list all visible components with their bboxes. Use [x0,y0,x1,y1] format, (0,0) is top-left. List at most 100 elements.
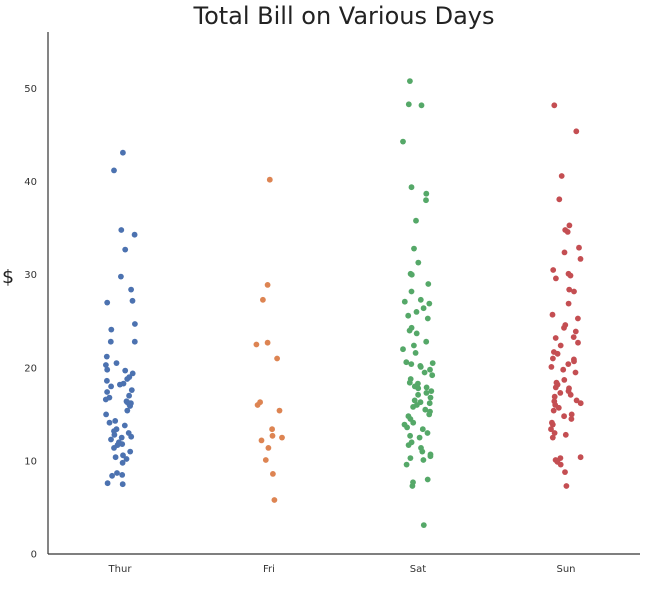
data-point-sat [406,379,413,386]
data-point-sun [568,411,575,418]
data-point-sat [424,476,431,483]
data-point-sat [423,338,430,345]
data-point-thur [128,286,135,293]
data-point-thur [120,452,126,459]
data-point-thur [131,338,138,345]
data-point-thur [114,470,120,476]
data-point-sun [568,416,575,422]
data-point-sun [577,256,584,262]
data-point-sat [425,281,432,287]
data-point-thur [108,383,114,390]
data-point-sat [420,522,427,528]
data-point-thur [111,167,117,174]
data-point-thur [103,362,109,368]
data-point-sun [561,324,567,331]
data-point-sun [566,286,573,293]
data-point-sat [407,78,413,84]
data-point-thur [104,377,110,384]
data-point-thur [119,441,126,447]
data-point-sun [557,461,564,468]
data-point-sun [552,335,559,341]
data-point-thur [104,366,111,373]
data-point-thur [106,419,113,426]
data-point-sat [410,419,417,426]
data-point-sun [571,288,577,295]
data-point-sun [552,384,559,391]
data-point-fri [253,341,260,348]
data-point-sun [557,390,564,396]
data-point-sat [413,309,420,315]
data-point-sat [428,388,435,394]
data-point-thur [111,445,117,451]
data-point-thur [131,231,138,238]
data-point-sat [408,271,415,278]
data-point-sat [410,404,416,410]
data-point-thur [124,407,131,414]
y-tick-label: 20 [24,363,37,374]
data-point-sat [412,350,419,356]
data-point-thur [108,326,115,333]
data-point-sun [567,391,574,398]
data-point-sat [418,102,425,109]
data-point-sat [423,197,429,204]
data-point-sat [417,364,424,370]
data-point-sun [566,222,573,229]
data-point-thur [113,360,120,366]
chart-title: Total Bill on Various Days [193,2,495,30]
data-point-sat [415,259,422,266]
data-point-sat [415,391,421,398]
data-point-thur [129,370,136,377]
data-point-sat [403,461,410,468]
data-point-sun [562,431,569,438]
data-point-sat [426,300,433,307]
data-point-sat [405,101,412,108]
data-point-sun [575,339,581,346]
data-point-sat [400,138,406,145]
data-point-sat [419,426,426,433]
data-point-sun [572,328,579,335]
data-point-sun [555,404,562,411]
data-point-thur [127,403,133,409]
data-point-sun [564,229,571,235]
data-point-sun [551,102,558,109]
data-point-thur [128,387,135,393]
data-point-thur [123,456,130,462]
data-point-sun [561,413,567,420]
data-point-sun [560,366,567,373]
data-point-sun [549,421,556,428]
data-point-thur [112,454,119,461]
y-axis-label: $ [2,266,15,288]
data-point-sat [411,342,417,349]
data-point-thur [111,431,118,438]
data-point-thur [103,353,110,360]
data-point-sat [427,394,434,401]
data-point-sun [571,358,577,365]
data-point-thur [122,367,129,374]
data-point-thur [104,480,111,487]
data-point-sun [551,430,558,436]
data-point-fri [269,432,276,439]
data-point-thur [103,411,109,418]
data-point-sat [421,369,428,376]
data-point-sat [422,406,429,413]
data-point-sat [408,288,415,295]
data-point-sun [548,364,555,370]
data-point-sun [557,342,564,349]
data-point-sun [556,196,563,203]
data-point-sat [419,448,426,455]
data-point-thur [127,448,134,455]
data-point-sat [405,442,412,448]
data-point-sun [575,315,581,322]
data-point-sun [570,334,577,340]
data-point-sat [413,217,419,224]
data-point-fri [266,176,273,183]
data-point-sat [411,397,418,404]
y-tick-label: 30 [24,270,37,281]
data-point-sat [423,390,430,396]
data-point-thur [119,481,126,488]
data-point-thur [112,418,119,424]
data-point-sun [577,454,584,461]
data-point-sat [406,327,413,334]
data-point-sat [401,298,408,305]
